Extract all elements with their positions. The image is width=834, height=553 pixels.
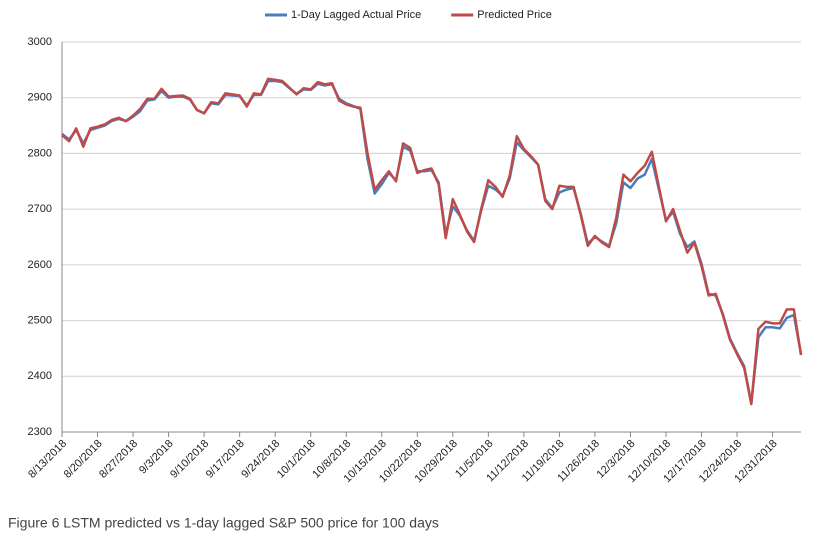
legend-label: Predicted Price xyxy=(477,9,552,21)
legend-label: 1-Day Lagged Actual Price xyxy=(291,9,421,21)
y-tick-label: 2500 xyxy=(28,314,52,326)
y-tick-label: 3000 xyxy=(28,36,52,48)
y-tick-label: 2800 xyxy=(28,147,52,159)
y-tick-label: 2400 xyxy=(28,370,52,382)
x-tick-label: 8/27/2018 xyxy=(97,438,140,481)
y-tick-label: 2700 xyxy=(28,203,52,215)
series-line xyxy=(61,77,803,406)
series-line xyxy=(61,79,803,405)
y-tick-label: 2300 xyxy=(28,426,52,438)
caption: Figure 6 LSTM predicted vs 1-day lagged … xyxy=(8,515,439,531)
y-tick-label: 2900 xyxy=(28,92,52,104)
y-tick-label: 2600 xyxy=(28,259,52,271)
